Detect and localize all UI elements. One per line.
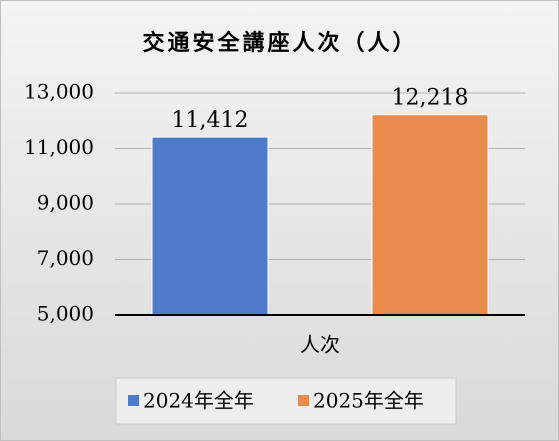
chart-title: 交通安全講座人次（人） [142,30,417,56]
y-tick-label: 9,000 [37,191,94,215]
y-tick-label: 7,000 [37,246,94,270]
y-tick-label: 11,000 [24,135,94,159]
legend-swatch [298,395,309,406]
legend-label: 2025年全年 [313,389,424,413]
value-label: 11,412 [172,108,249,133]
legend-label: 2024年全年 [143,389,254,413]
y-tick-label: 13,000 [24,80,94,104]
y-tick-label: 5,000 [37,302,94,326]
bar [371,114,489,316]
bar [151,136,269,316]
value-label: 12,218 [392,86,469,111]
x-tick-label: 人次 [300,333,340,357]
legend-swatch [128,395,139,406]
legend-box [115,377,457,425]
